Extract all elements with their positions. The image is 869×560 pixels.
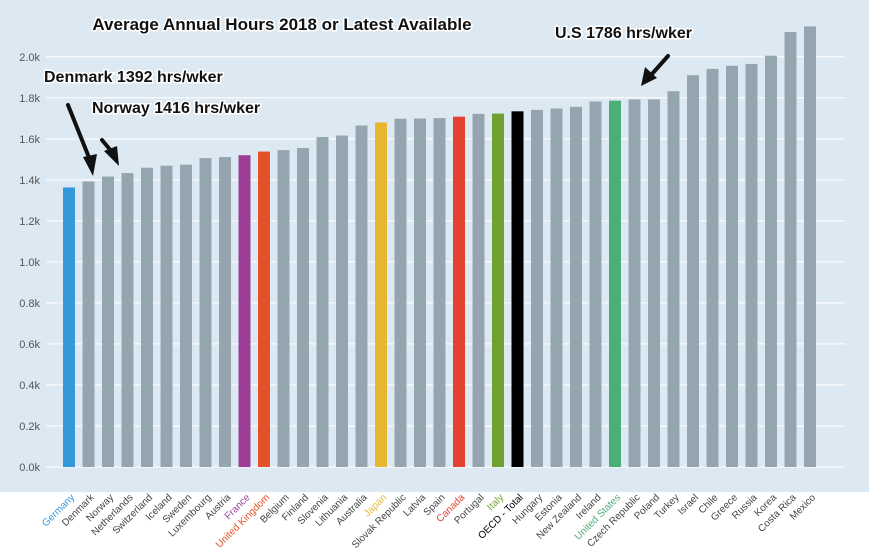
bar-japan	[375, 122, 387, 467]
bar-oecd-total	[511, 111, 524, 467]
bar-ireland	[589, 101, 602, 467]
bar-luxembourg	[199, 158, 212, 467]
bar-norway	[102, 176, 114, 467]
bar-hungary	[531, 109, 543, 468]
bar-new-zealand	[570, 106, 582, 468]
bar-greece	[726, 65, 738, 468]
bar-estonia	[550, 108, 563, 468]
bar-turkey	[667, 91, 680, 467]
bar-slovak-republic	[394, 118, 407, 467]
bar-mexico	[804, 26, 816, 468]
y-tick-label: 1.0k	[19, 257, 40, 269]
bar-canada	[453, 116, 465, 468]
y-tick-label: 0.2k	[19, 421, 40, 433]
y-tick-label: 1.6k	[19, 134, 40, 146]
bar-portugal	[472, 113, 485, 467]
bar-israel	[687, 75, 699, 467]
bar-united-states	[609, 100, 621, 467]
bar-austria	[219, 157, 231, 467]
y-tick-label: 1.2k	[19, 216, 40, 228]
y-tick-label: 0.0k	[19, 462, 40, 474]
arrow-denmark	[66, 103, 97, 176]
bar-switzerland	[141, 167, 153, 467]
bar-netherlands	[121, 173, 134, 468]
bar-denmark	[82, 181, 95, 467]
bar-belgium	[277, 150, 290, 468]
chart-title: Average Annual Hours 2018 or Latest Avai…	[92, 15, 471, 34]
bar-finland	[297, 148, 309, 467]
y-axis-ticks: 0.0k 0.2k 0.4k 0.6k 0.8k 1.0k 1.2k 1.4k 1.6k 1.8k…	[19, 52, 40, 474]
annotation-denmark: Denmark 1392 hrs/wker	[44, 69, 223, 86]
bar-czech-republic	[628, 99, 641, 467]
bar-france	[238, 155, 251, 467]
bar-australia	[355, 125, 368, 468]
annotation-norway: Norway 1416 hrs/wker	[92, 100, 260, 117]
bar-sweden	[180, 164, 192, 467]
bar-iceland	[160, 165, 173, 467]
y-tick-label: 1.4k	[19, 175, 40, 187]
y-tick-label: 1.8k	[19, 93, 40, 105]
y-tick-label: 2.0k	[19, 52, 40, 64]
y-tick-label: 0.4k	[19, 380, 40, 392]
arrow-norway	[100, 138, 119, 166]
bar-latvia	[414, 118, 426, 467]
bar-slovenia	[316, 136, 329, 468]
bar-lithuania	[336, 135, 348, 467]
bar-poland	[648, 99, 660, 467]
x-tick-label: Latvia	[401, 492, 428, 519]
y-tick-label: 0.6k	[19, 339, 40, 351]
x-axis-labels: GermanyDenmarkNorwayNetherlandsSwitzerla…	[40, 492, 818, 551]
x-tick-label: Israel	[676, 492, 701, 517]
bar-united-kingdom	[258, 151, 270, 467]
bar-costa-rica	[784, 31, 797, 468]
bar-chile	[706, 68, 719, 468]
bar-germany	[63, 187, 75, 467]
annotation-arrows	[66, 54, 670, 176]
annotation-us: U.S 1786 hrs/wker	[555, 25, 692, 42]
bar-spain	[433, 118, 446, 468]
bar-korea	[765, 55, 777, 468]
footer-strip	[0, 470, 869, 492]
y-tick-label: 0.8k	[19, 298, 40, 310]
bar-russia	[745, 63, 758, 468]
arrow-us	[641, 54, 670, 86]
bar-italy	[492, 113, 504, 467]
bars	[63, 26, 816, 468]
